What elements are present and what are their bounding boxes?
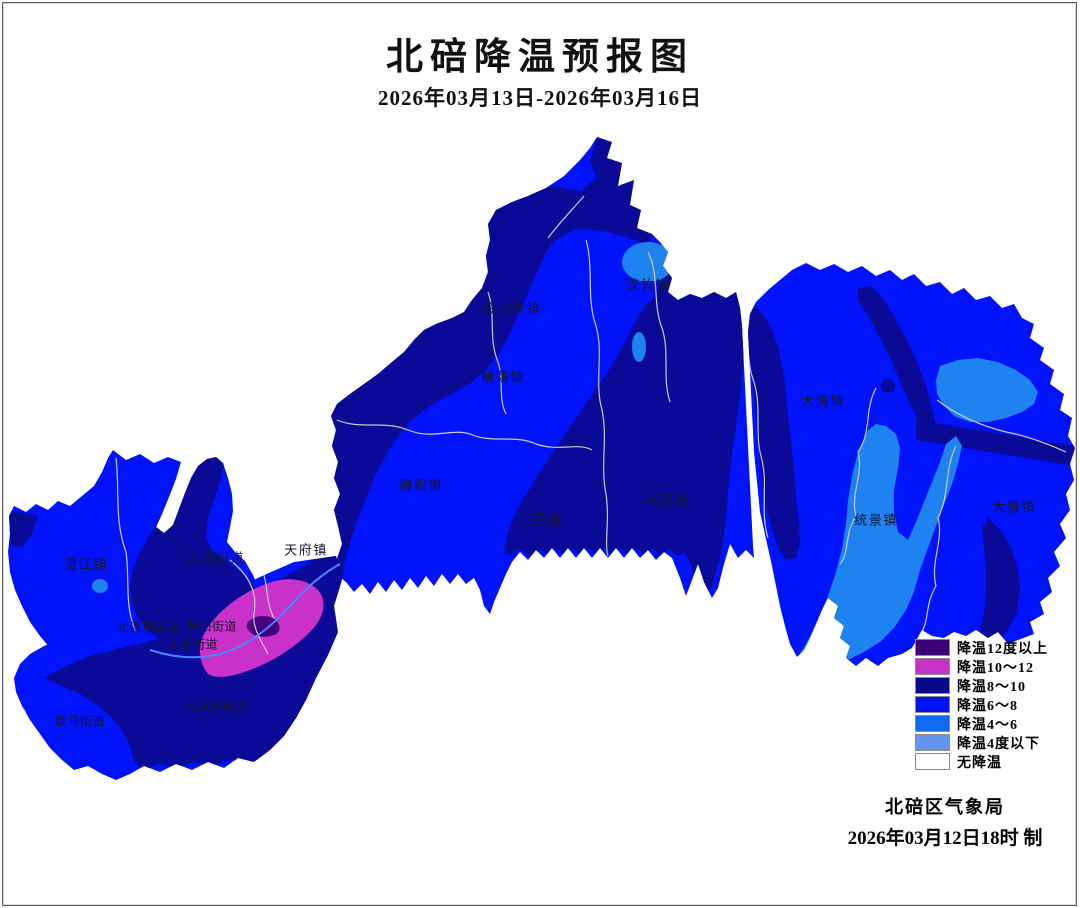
legend-row: 降温4度以下 — [915, 733, 1048, 752]
region-west-dot-10-12 — [16, 707, 26, 717]
region-rightlobe-band-8-10 — [916, 420, 1075, 466]
legend-label: 降温8～10 — [957, 679, 1026, 695]
town-label-sansheng: 三圣镇 — [518, 512, 562, 528]
town-label-dongyang: 东阳街道 — [186, 550, 246, 566]
legend-label: 降温6～8 — [957, 698, 1018, 714]
legend-swatch-4-6 — [915, 715, 950, 732]
town-label-tianfu: 天府镇 — [284, 542, 328, 558]
legend-label: 降温10～12 — [957, 660, 1034, 676]
region-chengjiang-dot-4-6 — [92, 579, 108, 593]
town-label-cizhu: 茨竹镇 — [626, 277, 670, 293]
legend-row: 降温8～10 — [915, 676, 1048, 695]
town-label-tongjing: 统景镇 — [854, 512, 898, 528]
legend-swatch-6-8 — [915, 696, 950, 713]
legend-label: 降温12度以上 — [957, 641, 1048, 657]
legend-label: 降温4度以下 — [957, 736, 1040, 752]
region-tongjing-4-6 — [797, 424, 962, 664]
town-label-beiwenquan: 北温泉街道 — [116, 620, 180, 635]
river-line — [149, 563, 341, 659]
legend-row: 降温4～6 — [915, 714, 1048, 733]
district-boundaries — [115, 195, 1067, 655]
region-westlobe-tip-8-10 — [8, 510, 38, 548]
legend-swatch-12plus — [915, 639, 950, 656]
legend-row: 无降温 — [915, 752, 1048, 771]
legend-swatch-below4 — [915, 734, 950, 751]
legend-label: 无降温 — [957, 755, 1002, 771]
legend-row: 降温10～12 — [915, 657, 1048, 676]
forecast-date-range: 2026年03月13日-2026年03月16日 — [378, 86, 702, 110]
region-westlobe-finger-8-10 — [130, 457, 298, 758]
town-label-xiema: 歇马街道 — [54, 714, 106, 729]
town-label-chaoyang: 朝阳街道 — [186, 619, 238, 634]
town-label-jindaoxia: 金刀峡镇 — [482, 300, 542, 316]
region-dot-8-10 — [881, 379, 895, 393]
region-rightlobe-join-8-10 — [740, 300, 800, 560]
town-label-chengjiang: 澄江镇 — [64, 556, 108, 572]
town-label-liuyin: 柳荫镇 — [481, 369, 525, 385]
town-label-longfengqiao: 龙凤桥街道 — [184, 699, 248, 714]
town-label-jingguan: 静观镇 — [399, 477, 443, 493]
town-label-tiansheng: 天生街道 — [167, 637, 219, 652]
legend-label: 降温4～6 — [957, 717, 1018, 733]
legend-swatch-none — [915, 753, 950, 770]
legend-swatch-8-10 — [915, 677, 950, 694]
town-label-xinglong: 兴隆镇 — [645, 492, 689, 508]
region-cizhu-4-6 — [622, 242, 674, 282]
region-center-south-8-10 — [504, 258, 745, 598]
region-core-12plus — [246, 615, 280, 637]
map-legend: 降温12度以上 降温10～12 降温8～10 降温6～8 降温4～6 降温4度以… — [915, 638, 1048, 771]
town-label-dawan: 大湾镇 — [801, 393, 845, 409]
attribution-agency: 北碚区气象局 — [885, 797, 1005, 817]
legend-swatch-10-12 — [915, 658, 950, 675]
legend-row: 降温12度以上 — [915, 638, 1048, 657]
page-title: 北碚降温预报图 — [386, 37, 694, 78]
region-rightlobe-diag-8-10 — [858, 286, 936, 428]
region-rightlobe-wedge-8-10 — [980, 518, 1020, 642]
attribution-issued-time: 2026年03月12日18时 制 — [847, 828, 1043, 849]
town-label-dasheng: 大盛镇 — [992, 499, 1036, 515]
region-smallspot-4-6 — [632, 332, 646, 362]
attribution-block: 北碚区气象局 2026年03月12日18时 制 — [830, 793, 1060, 850]
region-topright-4-6 — [936, 358, 1038, 422]
legend-row: 降温6～8 — [915, 695, 1048, 714]
